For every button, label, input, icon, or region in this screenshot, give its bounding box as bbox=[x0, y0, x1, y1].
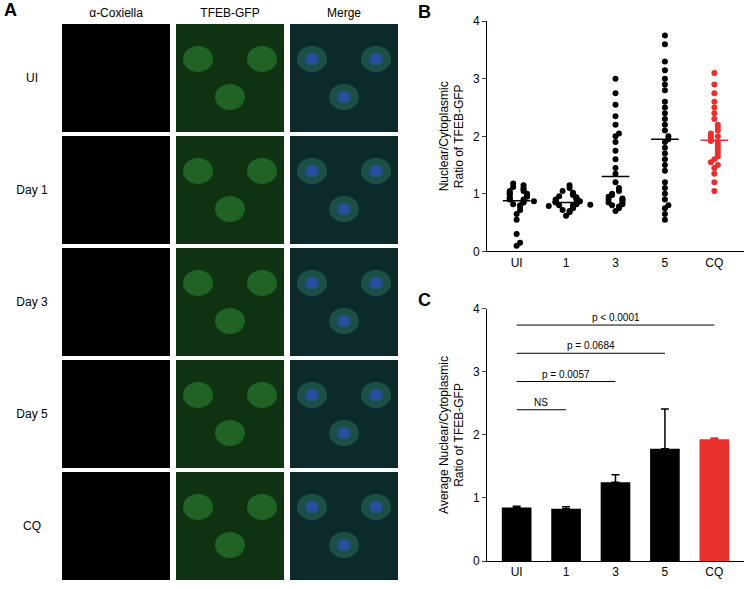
svg-text:5: 5 bbox=[662, 565, 669, 579]
svg-text:0: 0 bbox=[473, 245, 480, 259]
svg-text:p = 0.0057: p = 0.0057 bbox=[542, 369, 590, 380]
svg-text:p = 0.0684: p = 0.0684 bbox=[567, 340, 615, 351]
svg-text:3: 3 bbox=[612, 256, 619, 270]
svg-text:5: 5 bbox=[662, 256, 669, 270]
svg-text:CQ: CQ bbox=[705, 565, 723, 579]
svg-text:α-Coxiella: α-Coxiella bbox=[89, 6, 143, 20]
svg-text:1: 1 bbox=[563, 256, 570, 270]
svg-text:2: 2 bbox=[473, 130, 480, 144]
html-text:B: B bbox=[418, 2, 431, 22]
svg-text:2: 2 bbox=[473, 428, 480, 442]
svg-text:Day 5: Day 5 bbox=[16, 407, 48, 421]
svg-text:4: 4 bbox=[473, 302, 480, 316]
svg-text:NS: NS bbox=[534, 397, 548, 408]
svg-text:UI: UI bbox=[511, 565, 523, 579]
svg-text:0: 0 bbox=[473, 554, 480, 568]
svg-text:Day 3: Day 3 bbox=[16, 295, 48, 309]
svg-text:CQ: CQ bbox=[23, 519, 41, 533]
svg-text:Average Nuclear/CytoplasmicRat: Average Nuclear/CytoplasmicRatio of TFEB… bbox=[437, 356, 467, 514]
svg-text:1: 1 bbox=[563, 565, 570, 579]
svg-text:Day 1: Day 1 bbox=[16, 183, 48, 197]
svg-text:1: 1 bbox=[473, 491, 480, 505]
svg-text:Nuclear/CytoplasmicRatio of TF: Nuclear/CytoplasmicRatio of TFEB-GFP bbox=[437, 81, 467, 191]
svg-text:UI: UI bbox=[26, 71, 38, 85]
svg-text:TFEB-GFP: TFEB-GFP bbox=[200, 6, 259, 20]
svg-text:p < 0.0001: p < 0.0001 bbox=[592, 312, 640, 323]
svg-text:A: A bbox=[4, 0, 17, 20]
svg-text:1: 1 bbox=[473, 187, 480, 201]
svg-text:3: 3 bbox=[473, 72, 480, 86]
svg-text:UI: UI bbox=[511, 256, 523, 270]
svg-text:3: 3 bbox=[473, 365, 480, 379]
svg-text:4: 4 bbox=[473, 14, 480, 28]
svg-text:3: 3 bbox=[612, 565, 619, 579]
html-text:C: C bbox=[418, 290, 431, 310]
svg-text:CQ: CQ bbox=[705, 256, 723, 270]
svg-text:Merge: Merge bbox=[327, 6, 361, 20]
